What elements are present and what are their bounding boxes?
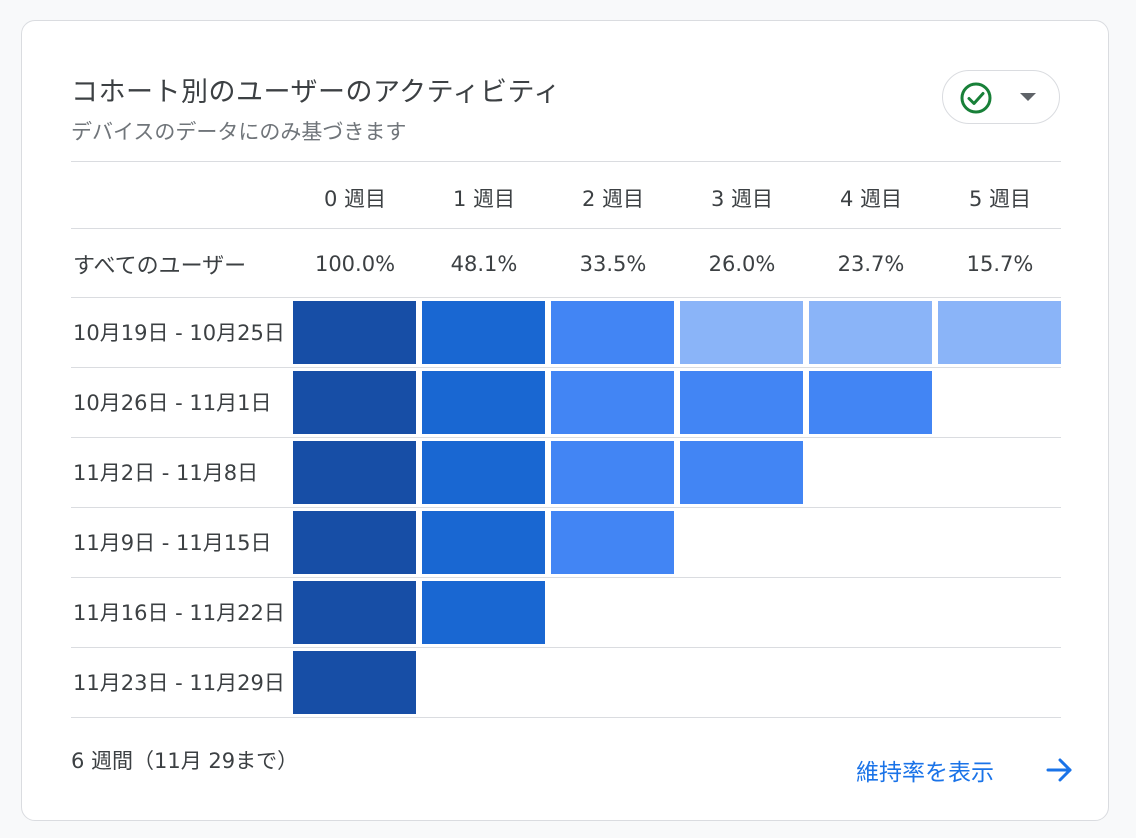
divider [71,161,1061,162]
date-range-label: 6 週間（11月 29まで） [71,749,299,773]
week-header: 0 週目 [323,187,387,211]
divider [71,437,1061,438]
heatmap-cell[interactable] [293,441,416,504]
heatmap-cell[interactable] [293,581,416,644]
heatmap-cell[interactable] [809,301,932,364]
all-users-value: 26.0% [708,252,776,276]
caret-down-icon [1020,93,1036,101]
all-users-value: 15.7% [966,252,1034,276]
heatmap-cell[interactable] [938,301,1061,364]
all-users-value: 48.1% [450,252,518,276]
heatmap-cell[interactable] [551,371,674,434]
heatmap-cell[interactable] [422,441,545,504]
week-header: 5 週目 [968,187,1032,211]
week-header: 3 週目 [710,187,774,211]
cohort-row-label: 11月16日 - 11月22日 [73,601,285,625]
heatmap-cell[interactable] [422,301,545,364]
heatmap-cell[interactable] [293,651,416,714]
heatmap-cell[interactable] [680,441,803,504]
heatmap-cell[interactable] [680,371,803,434]
divider [71,228,1061,229]
week-header: 4 週目 [839,187,903,211]
heatmap-cell[interactable] [551,511,674,574]
check-circle-icon [960,82,992,114]
week-header: 1 週目 [452,187,516,211]
week-header: 2 週目 [581,187,645,211]
card-subtitle: デバイスのデータにのみ基づきます [71,120,407,144]
all-users-label: すべてのユーザー [73,254,247,279]
heatmap-cell[interactable] [551,441,674,504]
cohort-row-label: 11月23日 - 11月29日 [73,671,285,695]
heatmap-cell[interactable] [680,301,803,364]
divider [71,717,1061,718]
heatmap-cell[interactable] [422,581,545,644]
heatmap-cell[interactable] [422,511,545,574]
divider [71,367,1061,368]
heatmap-cell[interactable] [809,371,932,434]
cohort-row-label: 10月26日 - 11月1日 [73,391,272,415]
card-title: コホート別のユーザーのアクティビティ [71,77,561,108]
divider [71,647,1061,648]
cohort-row-label: 11月2日 - 11月8日 [73,461,259,485]
divider [71,297,1061,298]
all-users-value: 33.5% [579,252,647,276]
cohort-row-label: 10月19日 - 10月25日 [73,321,285,345]
all-users-value: 100.0% [314,252,396,276]
heatmap-cell[interactable] [293,301,416,364]
arrow-right-icon[interactable] [1045,757,1075,783]
heatmap-cell[interactable] [293,511,416,574]
divider [71,577,1061,578]
divider [71,507,1061,508]
all-users-value: 23.7% [837,252,905,276]
cohort-row-label: 11月9日 - 11月15日 [73,531,272,555]
heatmap-cell[interactable] [551,301,674,364]
view-retention-link[interactable]: 維持率を表示 [856,760,994,786]
heatmap-cell[interactable] [293,371,416,434]
heatmap-cell[interactable] [422,371,545,434]
data-quality-dropdown[interactable] [942,70,1060,124]
